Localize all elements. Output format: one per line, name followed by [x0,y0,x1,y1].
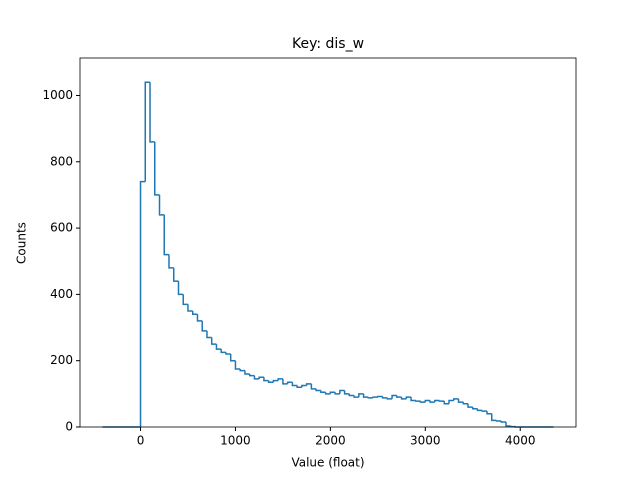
histogram-step [210,337,217,345]
histogram-step [258,376,264,379]
histogram-step [296,385,302,388]
histogram-step [334,392,340,395]
histogram-step [457,398,464,403]
histogram-step [386,397,393,400]
histogram-step [163,214,169,256]
histogram-step [239,368,245,372]
histogram-step [429,400,435,403]
histogram-step [486,411,492,415]
y-tick-label: 600 [50,221,73,235]
histogram-step [358,393,364,398]
histogram-step [277,378,283,381]
histogram-step [453,398,459,401]
histogram-step [272,379,279,383]
histogram-step [509,425,516,428]
histogram-step [253,375,260,380]
plot-frame [79,57,577,428]
histogram-step [438,400,445,402]
histogram-step [462,402,469,405]
histogram-step [481,410,488,412]
chart-title: Key: dis_w [292,36,364,52]
histogram-step [158,194,165,216]
histogram-step [410,397,416,402]
histogram-step [206,330,212,339]
histogram-step [263,377,269,382]
histogram-step [187,304,193,312]
histogram-step [196,314,203,322]
histogram-step [286,381,293,384]
histogram-step [248,373,255,377]
histogram-step [377,395,383,398]
histogram-step [472,407,478,410]
histogram-step [353,395,359,398]
histogram-step [229,354,236,362]
histogram-step [372,396,378,398]
histogram-step [500,421,506,423]
histogram-step [476,408,483,412]
histogram-step [443,401,450,405]
histogram-step [182,294,188,306]
histogram-step [305,383,312,386]
x-tick-label: 2000 [315,434,346,448]
histogram-step [234,360,241,370]
x-tick-label: 1000 [220,434,251,448]
histogram-step [491,413,497,422]
histogram-step [320,390,326,393]
x-tick-label: 4000 [505,434,536,448]
histogram-step [144,81,151,182]
histogram-step [343,390,350,395]
histogram-step [215,344,222,350]
histogram-step [362,393,369,398]
histogram-step [310,383,317,390]
histogram-step [391,394,397,399]
histogram-step [201,320,207,332]
histogram-step [448,399,454,404]
histogram-step [419,401,426,403]
histogram-step [267,380,274,383]
histogram-step [329,391,336,394]
histogram-step [315,388,321,392]
y-tick-label: 800 [50,154,73,168]
histogram-step [467,403,473,408]
histogram-step [220,349,226,354]
x-axis-label: Value (float) [291,456,364,470]
histogram-step [505,422,511,427]
histogram-step [495,420,502,422]
histogram-step [301,384,307,388]
histogram-step [282,378,288,385]
histogram-step [225,352,231,355]
histogram-step [434,399,440,403]
y-tick-label: 400 [50,287,73,301]
histogram-step [177,281,184,296]
histogram-step [367,397,374,399]
histogram-step [154,141,160,196]
histogram-step [168,254,174,269]
histogram-step [172,267,179,282]
histogram-step [415,400,421,402]
y-tick-label: 1000 [42,88,73,102]
histogram-step [405,396,412,399]
histogram-step [324,392,331,395]
histogram-step [191,310,198,316]
histogram-step [348,393,355,397]
y-axis-label: Counts [15,222,29,264]
histogram-step [139,180,146,427]
y-tick-label: 200 [50,353,73,367]
histogram-step [396,395,402,398]
y-tick-label: 0 [65,420,73,434]
histogram-step [339,389,345,394]
histogram-step [400,397,407,400]
histogram-step [381,396,388,399]
histogram-step [149,82,155,143]
histogram-step [244,370,250,375]
x-tick-label: 0 [137,434,145,448]
histogram-step [424,399,431,403]
histogram-step [291,382,298,387]
x-tick-label: 3000 [410,434,441,448]
